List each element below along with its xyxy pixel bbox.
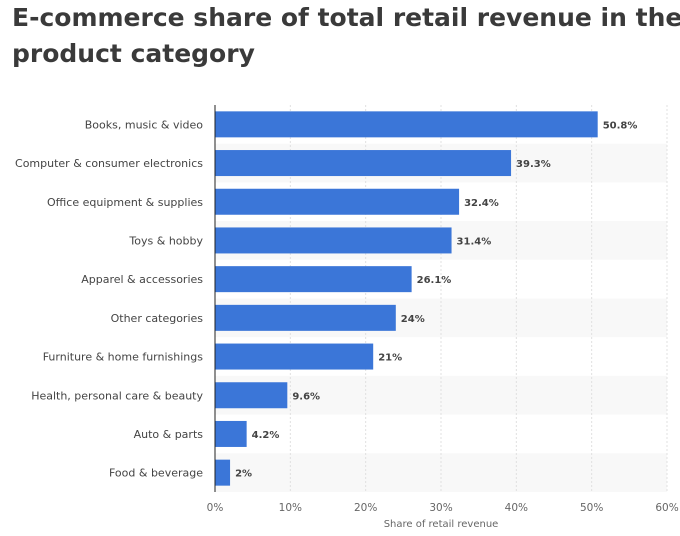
data-label: 50.8%	[603, 120, 638, 131]
data-label: 31.4%	[457, 236, 492, 247]
category-label: Computer & consumer electronics	[15, 157, 203, 170]
x-tick-labels: 0% 10% 20% 30% 40% 50% 60%	[207, 502, 679, 514]
category-labels: Books, music & video Computer & consumer …	[15, 118, 203, 479]
category-label: Food & beverage	[109, 467, 203, 480]
x-tick-label: 10%	[279, 502, 302, 514]
data-labels: 50.8% 39.3% 32.4% 31.4% 26.1% 24% 21% 9.6% 4.2% 2…	[235, 120, 637, 479]
x-tick-label: 40%	[505, 502, 528, 514]
bar[interactable]	[215, 266, 412, 293]
data-label: 39.3%	[516, 159, 551, 170]
category-label: Auto & parts	[134, 428, 204, 441]
x-tick-label: 50%	[580, 502, 603, 514]
chart-title-line-2: product category	[12, 39, 255, 68]
chart-title-line-1: E-commerce share of total retail revenue…	[12, 3, 680, 32]
bar[interactable]	[215, 150, 512, 177]
chart-title: E-commerce share of total retail revenue…	[12, 0, 680, 72]
bar[interactable]	[215, 188, 460, 215]
x-tick-label: 0%	[207, 502, 224, 514]
category-label: Apparel & accessories	[81, 273, 203, 286]
data-label: 26.1%	[417, 275, 452, 286]
bar[interactable]	[215, 420, 247, 447]
bar[interactable]	[215, 111, 598, 138]
category-label: Other categories	[111, 312, 204, 325]
category-label: Office equipment & supplies	[47, 196, 203, 209]
bar[interactable]	[215, 343, 374, 370]
bar[interactable]	[215, 227, 452, 254]
x-axis-title: Share of retail revenue	[384, 519, 499, 530]
bars	[215, 111, 598, 486]
category-label: Books, music & video	[85, 118, 204, 131]
data-label: 21%	[378, 353, 402, 364]
bar[interactable]	[215, 459, 231, 486]
category-label: Toys & hobby	[128, 234, 203, 247]
data-label: 4.2%	[252, 430, 280, 441]
category-label: Furniture & home furnishings	[43, 351, 204, 364]
data-label: 2%	[235, 469, 252, 480]
bar[interactable]	[215, 304, 396, 331]
data-label: 9.6%	[292, 391, 320, 402]
data-label: 24%	[401, 314, 425, 325]
x-tick-label: 20%	[354, 502, 377, 514]
category-label: Health, personal care & beauty	[31, 389, 203, 402]
x-tick-label: 30%	[429, 502, 452, 514]
bar[interactable]	[215, 382, 288, 409]
x-tick-label: 60%	[655, 502, 678, 514]
data-label: 32.4%	[464, 198, 499, 209]
